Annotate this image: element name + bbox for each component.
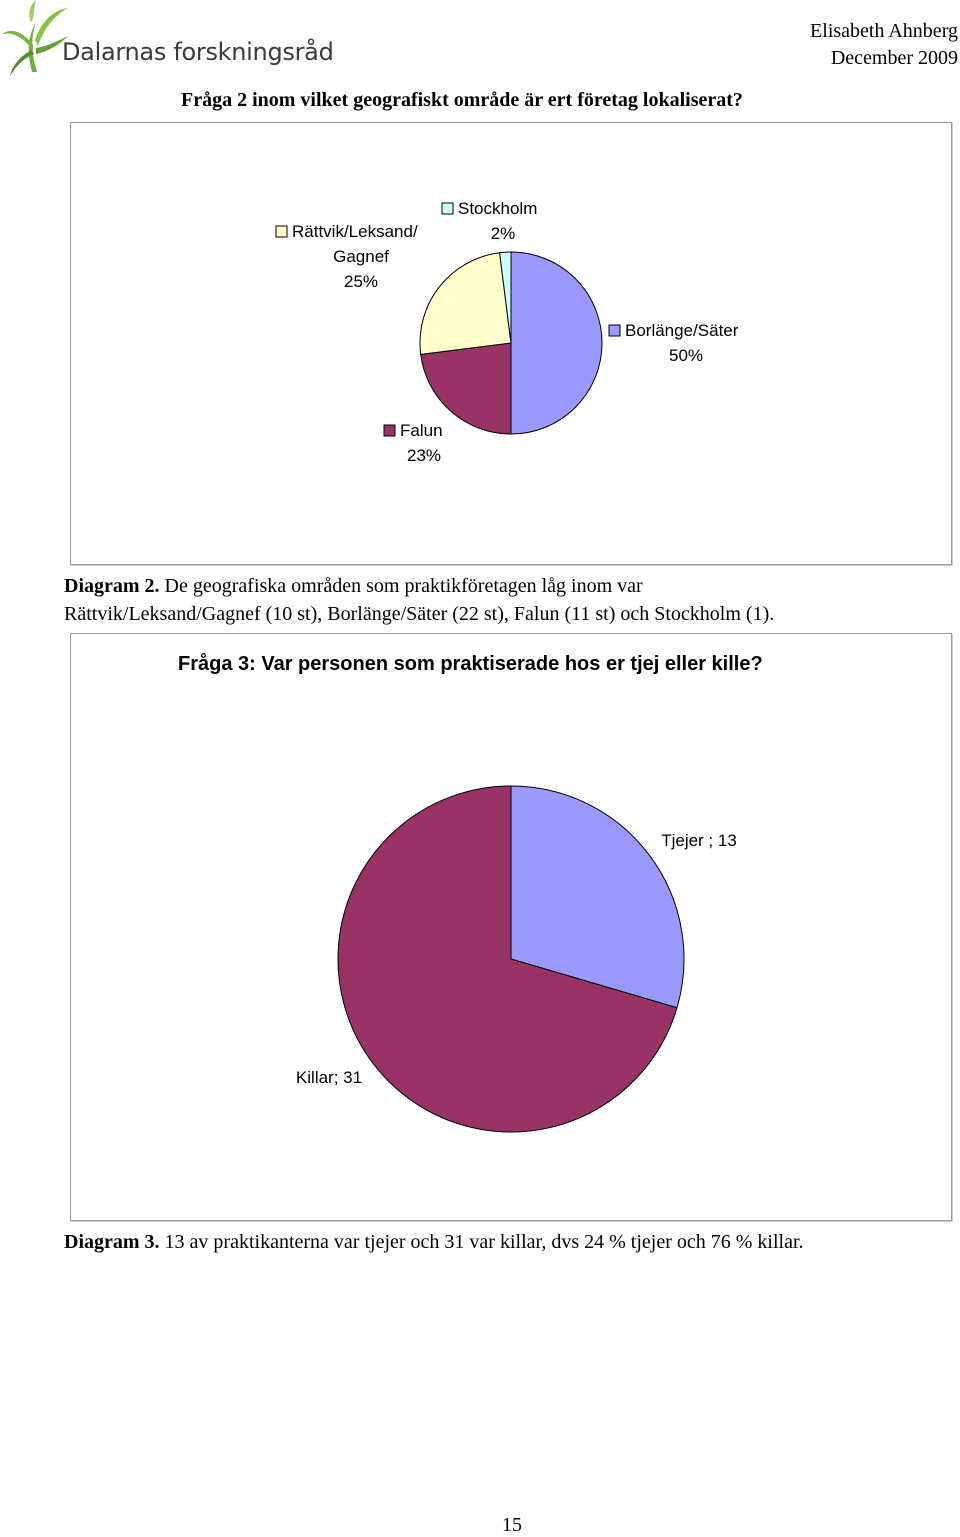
legend-swatch-borlänge-säter <box>608 324 621 337</box>
slice-label-borlänge-säter: Borlänge/Säter 50% <box>625 321 739 365</box>
pie-slice-falun <box>420 342 512 435</box>
pie-slice-rättvik-leksand-gagnef <box>419 252 512 355</box>
author-name: Elisabeth Ahnberg <box>810 20 958 42</box>
legend-swatch-rättvik-leksand-gagnef <box>275 225 288 238</box>
dalarnas-forskningsrad-logo: Dalarnas forskningsråd <box>2 0 334 78</box>
slice-label-tjejer: Tjejer ; 13 <box>661 831 737 850</box>
slice-label-stockholm: Stockholm 2% <box>458 199 537 243</box>
gender-pie-chart: Tjejer ; 13 Killar; 31 <box>296 785 737 1133</box>
region-pie-chart: Borlänge/Säter 50% Falun 23% Rättvik/Leksand… <box>275 199 739 465</box>
caption-3-label: Diagram 3. <box>64 1231 160 1253</box>
page-number: 15 <box>502 1514 522 1536</box>
pie-slice-tjejer <box>510 785 685 1009</box>
slice-label-killar: Killar; 31 <box>296 1068 362 1087</box>
brand-name: Dalarnas forskningsråd <box>62 38 334 66</box>
legend-swatch-falun <box>383 424 396 437</box>
chart-frame-gender: Fråga 3: Var personen som praktiserade h… <box>70 633 952 1221</box>
legend-swatch-stockholm <box>441 202 454 215</box>
leaf-logo-icon <box>2 0 68 76</box>
question-2-heading: Fråga 2 inom vilket geografiskt område ä… <box>181 89 743 111</box>
caption-2-line2: Rättvik/Leksand/Gagnef (10 st), Borlänge… <box>64 603 775 625</box>
slice-label-rättvik-leksand-gagnef: Rättvik/Leksand/Gagnef 25% <box>292 222 418 291</box>
pie-slice-stockholm <box>499 251 512 344</box>
slice-label-falun: Falun 23% <box>400 421 443 465</box>
chart-frame-region: Borlänge/Säter 50% Falun 23% Rättvik/Leksand… <box>70 122 952 565</box>
caption-2-line1: De geografiska områden som praktikföreta… <box>159 575 643 597</box>
caption-diagram-3: Diagram 3. 13 av praktikanterna var tjej… <box>64 1228 804 1256</box>
pie-slice-borlänge-säter <box>510 251 603 435</box>
caption-diagram-2: Diagram 2. De geografiska områden som pr… <box>64 572 774 628</box>
author-block: Elisabeth Ahnberg December 2009 <box>810 18 958 72</box>
caption-3-text: 13 av praktikanterna var tjejer och 31 v… <box>159 1231 804 1253</box>
question-3-title: Fråga 3: Var personen som praktiserade h… <box>178 653 763 675</box>
caption-2-label: Diagram 2. <box>64 575 160 597</box>
document-date: December 2009 <box>830 47 958 69</box>
pie-slice-killar <box>337 785 678 1133</box>
